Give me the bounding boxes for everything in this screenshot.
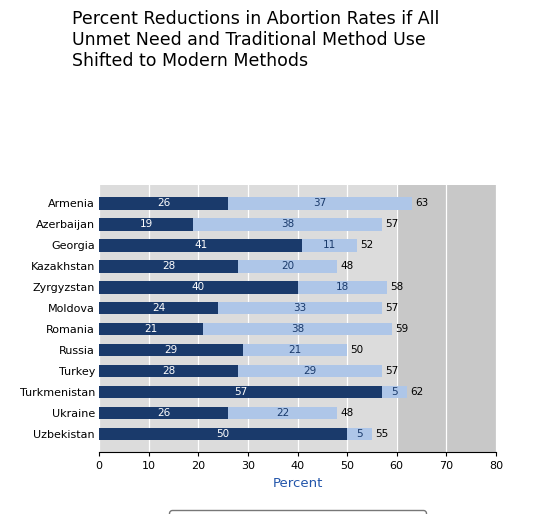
Bar bbox=[203, 323, 392, 336]
Text: 62: 62 bbox=[410, 387, 423, 397]
Text: 59: 59 bbox=[395, 324, 408, 334]
Bar bbox=[298, 281, 387, 293]
Text: 5: 5 bbox=[391, 387, 398, 397]
X-axis label: Percent: Percent bbox=[272, 477, 323, 490]
Bar bbox=[99, 197, 228, 210]
Text: 37: 37 bbox=[313, 198, 327, 209]
Text: 21: 21 bbox=[144, 324, 158, 334]
Text: 20: 20 bbox=[281, 261, 294, 271]
Bar bbox=[99, 365, 238, 377]
Text: 33: 33 bbox=[293, 303, 307, 313]
Text: 50: 50 bbox=[350, 345, 364, 355]
Text: 5: 5 bbox=[356, 429, 363, 439]
Bar bbox=[99, 428, 347, 440]
Text: 41: 41 bbox=[194, 241, 208, 250]
Bar bbox=[99, 323, 203, 336]
Bar bbox=[99, 407, 228, 419]
Bar bbox=[99, 281, 298, 293]
Text: 57: 57 bbox=[385, 219, 398, 229]
Text: Percent Reductions in Abortion Rates if All
Unmet Need and Traditional Method Us: Percent Reductions in Abortion Rates if … bbox=[72, 10, 439, 70]
Text: 57: 57 bbox=[234, 387, 247, 397]
Text: 38: 38 bbox=[281, 219, 294, 229]
Text: 50: 50 bbox=[217, 429, 230, 439]
Text: 11: 11 bbox=[323, 241, 337, 250]
Bar bbox=[243, 344, 347, 356]
Bar bbox=[99, 218, 193, 231]
Bar bbox=[347, 428, 372, 440]
Text: 24: 24 bbox=[152, 303, 165, 313]
Bar bbox=[228, 197, 412, 210]
Text: 19: 19 bbox=[139, 219, 153, 229]
Text: 57: 57 bbox=[385, 366, 398, 376]
Bar bbox=[238, 260, 337, 272]
Text: 57: 57 bbox=[385, 303, 398, 313]
Text: 29: 29 bbox=[164, 345, 178, 355]
Text: 22: 22 bbox=[276, 408, 289, 418]
Text: 52: 52 bbox=[360, 241, 374, 250]
Text: 55: 55 bbox=[375, 429, 388, 439]
Text: 38: 38 bbox=[291, 324, 304, 334]
Bar bbox=[218, 302, 382, 315]
Bar bbox=[99, 386, 382, 398]
Bar bbox=[99, 302, 218, 315]
Text: 40: 40 bbox=[192, 282, 205, 292]
Bar bbox=[397, 185, 496, 452]
Text: 48: 48 bbox=[341, 408, 354, 418]
Text: 21: 21 bbox=[288, 345, 302, 355]
Text: 26: 26 bbox=[157, 408, 170, 418]
Bar bbox=[382, 386, 407, 398]
Text: 26: 26 bbox=[157, 198, 170, 209]
Text: 63: 63 bbox=[415, 198, 428, 209]
Legend: Unmet Need, Traditional Methods: Unmet Need, Traditional Methods bbox=[170, 510, 425, 514]
Text: 28: 28 bbox=[162, 261, 175, 271]
Text: 48: 48 bbox=[341, 261, 354, 271]
Bar bbox=[193, 218, 382, 231]
Bar bbox=[99, 344, 243, 356]
Bar bbox=[228, 407, 337, 419]
Text: 58: 58 bbox=[390, 282, 403, 292]
Text: 28: 28 bbox=[162, 366, 175, 376]
Bar bbox=[238, 365, 382, 377]
Text: 29: 29 bbox=[303, 366, 317, 376]
Bar bbox=[99, 239, 302, 252]
Text: 18: 18 bbox=[336, 282, 349, 292]
Bar bbox=[302, 239, 357, 252]
Bar bbox=[99, 260, 238, 272]
